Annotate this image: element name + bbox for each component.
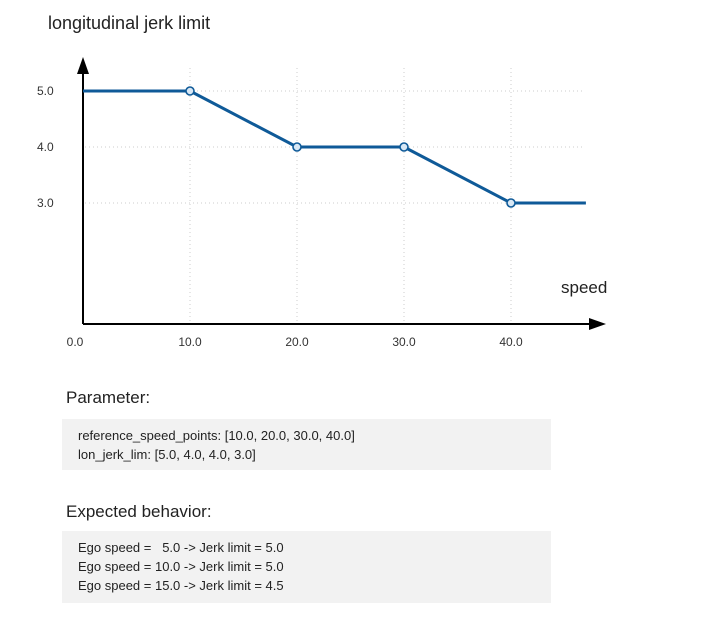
- expected-box: Ego speed = 5.0 -> Jerk limit = 5.0 Ego …: [62, 531, 551, 603]
- x-tick-label: 30.0: [392, 335, 416, 349]
- x-tick-label: 40.0: [499, 335, 523, 349]
- parameter-heading: Parameter:: [66, 388, 151, 407]
- parameter-line: reference_speed_points: [10.0, 20.0, 30.…: [78, 428, 355, 443]
- y-axis-arrow-icon: [77, 57, 89, 74]
- series-line: [83, 89, 586, 205]
- expected-line: Ego speed = 5.0 -> Jerk limit = 5.0: [78, 540, 284, 555]
- y-tick-label: 3.0: [37, 196, 54, 210]
- jerk-limit-chart: 5.0 4.0 3.0 0.0 10.0 20.0 30.0 40.0 speed: [37, 57, 607, 349]
- data-point: [185, 86, 195, 96]
- series: [83, 86, 586, 208]
- data-point: [292, 142, 302, 152]
- chart-title: longitudinal jerk limit: [48, 13, 211, 33]
- grid: [85, 68, 584, 322]
- axes: [77, 57, 606, 330]
- data-point: [506, 198, 516, 208]
- x-tick-label: 0.0: [67, 335, 84, 349]
- parameter-box: reference_speed_points: [10.0, 20.0, 30.…: [62, 419, 551, 470]
- y-tick-label: 5.0: [37, 84, 54, 98]
- data-point: [399, 142, 409, 152]
- x-tick-label: 10.0: [178, 335, 202, 349]
- expected-line: Ego speed = 10.0 -> Jerk limit = 5.0: [78, 559, 284, 574]
- tick-labels: 5.0 4.0 3.0 0.0 10.0 20.0 30.0 40.0: [37, 84, 523, 349]
- expected-line: Ego speed = 15.0 -> Jerk limit = 4.5: [78, 578, 284, 593]
- parameter-line: lon_jerk_lim: [5.0, 4.0, 4.0, 3.0]: [78, 447, 256, 462]
- x-tick-label: 20.0: [285, 335, 309, 349]
- expected-heading: Expected behavior:: [66, 502, 212, 521]
- y-tick-label: 4.0: [37, 140, 54, 154]
- x-axis-label: speed: [561, 278, 607, 297]
- x-axis-arrow-icon: [589, 318, 606, 330]
